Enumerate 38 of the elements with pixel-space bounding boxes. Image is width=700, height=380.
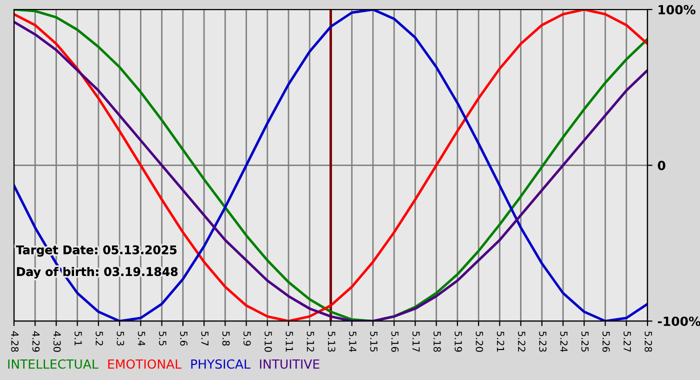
text: INTUITIVE (260, 359, 320, 369)
x-tick-label: 5.6 (180, 332, 188, 346)
x-tick-label: 5.3 (116, 332, 124, 346)
x-tick-label: 5.2 (96, 332, 103, 346)
x-tick-label: 4.30 (53, 331, 61, 352)
x-tick-label: 5.13 (328, 332, 336, 352)
x-tick-label: 5.23 (539, 332, 546, 352)
x-tick-label: 4.29 (32, 331, 40, 352)
x-tick-label: 5.26 (602, 332, 610, 352)
x-tick-label: 5.16 (391, 332, 399, 352)
y-tick-label: 100% (658, 4, 696, 14)
x-tick-label: 5.25 (581, 332, 589, 352)
x-tick-label: 5.19 (454, 332, 462, 352)
x-tick-label: 5.24 (560, 332, 568, 352)
x-tick-label: 5.8 (222, 332, 230, 346)
x-tick-label: 5.14 (349, 332, 356, 352)
x-tick-label: 5.15 (370, 332, 378, 352)
x-tick-label: 5.5 (158, 332, 166, 346)
x-tick-label: 5.20 (476, 332, 484, 352)
text: INTELLECTUAL (8, 359, 98, 369)
x-tick-label: 5.1 (74, 332, 82, 346)
x-tick-label: 5.17 (412, 332, 420, 352)
x-tick-label: 5.28 (644, 332, 652, 352)
x-tick-label: 5.9 (243, 332, 251, 346)
text: EMOTIONAL (108, 359, 182, 369)
x-tick-label: 5.10 (264, 332, 272, 352)
x-tick-label: 5.18 (434, 332, 441, 352)
text: PHYSICAL (191, 359, 250, 369)
x-tick-label: 5.27 (624, 332, 631, 352)
y-tick-label: 0 (658, 160, 666, 170)
x-tick-label: 5.4 (138, 332, 146, 346)
x-tick-label: 5.12 (306, 332, 314, 352)
annotation: Day of birth: 03.19.1848 (16, 266, 178, 278)
x-tick-label: 5.11 (286, 332, 293, 352)
x-tick-label: 5.22 (518, 332, 526, 352)
x-tick-label: 4.28 (11, 331, 19, 352)
x-tick-label: 5.7 (201, 332, 208, 346)
x-tick-label: 5.21 (496, 332, 504, 352)
